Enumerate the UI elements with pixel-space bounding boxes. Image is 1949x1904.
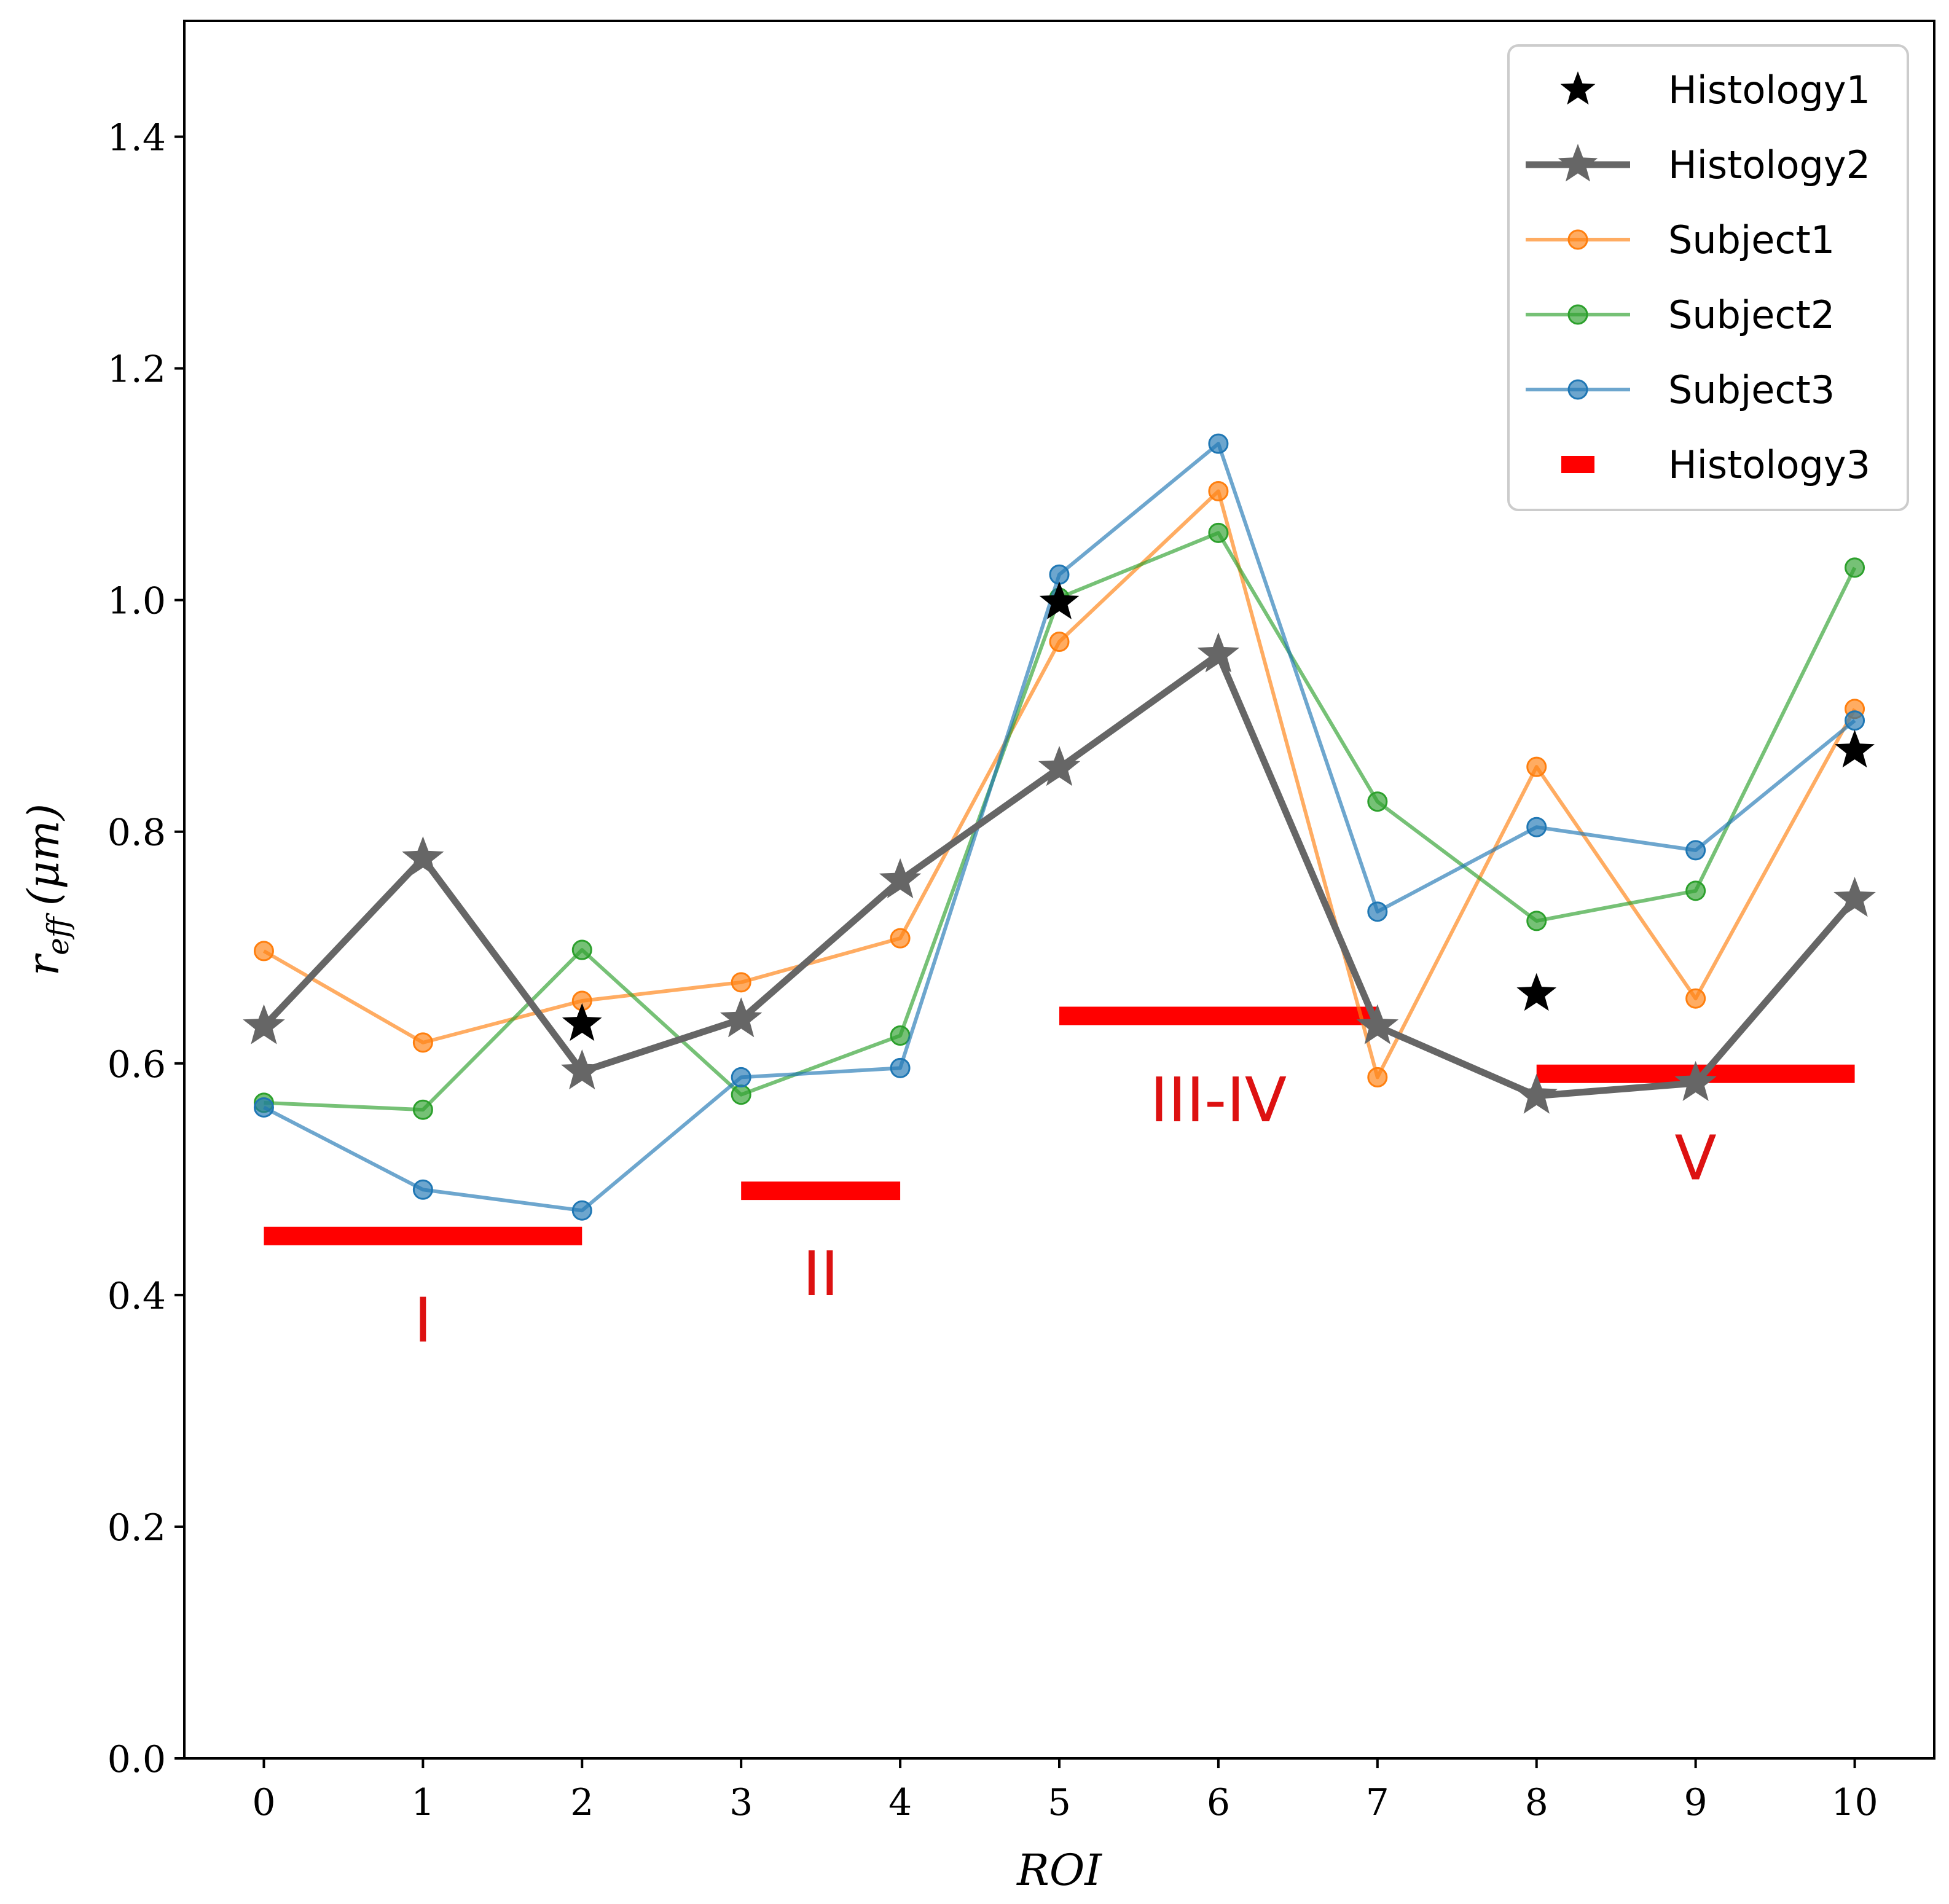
x-tick-label: 6 [1207,1781,1230,1824]
series-histology2 [243,632,1876,1114]
data-point [253,1097,274,1118]
data-point [1515,1073,1558,1114]
legend-item-subject1: Subject1 [1526,217,1835,262]
data-point [1516,973,1557,1011]
series-subject3 [253,433,1865,1221]
x-tick-label: 7 [1366,1781,1389,1824]
data-point [1526,911,1547,931]
data-point [243,1004,285,1044]
y-tick-label: 0.6 [108,1043,166,1086]
data-point [1208,522,1229,543]
data-point [1208,480,1229,501]
x-axis-title: ROI [1016,1845,1102,1895]
data-point [1039,581,1080,619]
data-point [1367,1067,1388,1087]
data-point [1526,817,1547,837]
y-tick-label: 0.0 [108,1738,166,1781]
y-axis-title-subscript: eff [41,912,76,955]
legend-label: Histology1 [1668,68,1870,112]
data-point [571,939,592,960]
data-point [1685,880,1706,901]
legend-item-histology2: Histology2 [1526,143,1870,187]
x-tick-label: 5 [1048,1781,1071,1824]
data-point [253,941,274,962]
data-point [890,928,911,949]
legend-marker [1567,379,1588,400]
data-point [731,972,751,993]
data-point [890,1057,911,1078]
legend-item-subject2: Subject2 [1526,292,1835,337]
legend-label: Subject3 [1668,367,1835,412]
y-axis-title: reff (μm) [18,804,76,976]
stage-label-v: V [1674,1122,1716,1194]
data-point [1367,791,1388,812]
x-tick-label: 3 [729,1781,753,1824]
data-point [412,1179,433,1200]
legend-item-histology1: Histology1 [1560,68,1870,112]
data-point [1049,632,1070,652]
x-tick-label: 9 [1684,1781,1708,1824]
legend-label: Histology2 [1668,143,1870,187]
data-point [1356,1004,1399,1044]
legend-marker [1567,304,1588,325]
legend-item-histology3: Histology3 [1561,442,1870,487]
y-axis-title-main: r [18,953,69,976]
data-point [1049,564,1070,585]
data-point [412,1032,433,1053]
data-point [1197,632,1240,673]
y-tick-label: 1.2 [108,348,166,391]
legend-label: Subject1 [1668,217,1835,262]
data-point [1367,901,1388,922]
data-point [731,1084,751,1105]
data-point [1685,988,1706,1009]
x-tick-label: 8 [1525,1781,1548,1824]
x-tick-label: 1 [411,1781,434,1824]
series-subject2 [253,522,1865,1120]
legend-marker [1567,229,1588,250]
data-point [1835,729,1875,768]
stage-label-iii-iv: III-IV [1150,1064,1287,1136]
legend-item-subject3: Subject3 [1526,367,1835,412]
data-point [562,1003,602,1041]
data-point [1038,746,1081,786]
legend-swatch [1560,71,1596,105]
x-tick-label: 4 [888,1781,912,1824]
legend-marker [1558,144,1598,182]
y-tick-label: 1.0 [108,580,166,623]
y-tick-label: 0.4 [108,1275,166,1318]
data-point [1833,877,1876,917]
y-tick-label: 1.4 [108,117,166,160]
data-point [879,858,922,898]
data-point [720,997,763,1038]
series-subject1 [253,480,1865,1087]
stage-label-ii: II [802,1238,839,1310]
series-histology1 [562,581,1875,1041]
data-point [561,1049,603,1090]
y-tick-label: 0.8 [108,812,166,855]
legend-label: Subject2 [1668,292,1835,337]
data-point [731,1067,751,1087]
legend-label: Histology3 [1668,442,1870,487]
x-tick-label: 0 [252,1781,275,1824]
data-point [1845,710,1865,731]
data-point [1208,433,1229,454]
data-point [402,836,444,877]
legend-swatch [1561,456,1594,473]
legend-box [1507,44,1909,511]
series-line [263,442,1856,1213]
y-tick-label: 0.2 [108,1506,166,1549]
stage-label-i: I [414,1284,433,1356]
data-point [1845,557,1865,578]
data-point [412,1099,433,1120]
x-tick-label: 10 [1831,1781,1878,1824]
data-point [1674,1060,1717,1101]
data-point [1685,840,1706,861]
x-tick-label: 2 [570,1781,594,1824]
data-point [571,1200,592,1221]
data-point [1526,756,1547,777]
y-axis-title-unit: (μm) [18,804,69,906]
